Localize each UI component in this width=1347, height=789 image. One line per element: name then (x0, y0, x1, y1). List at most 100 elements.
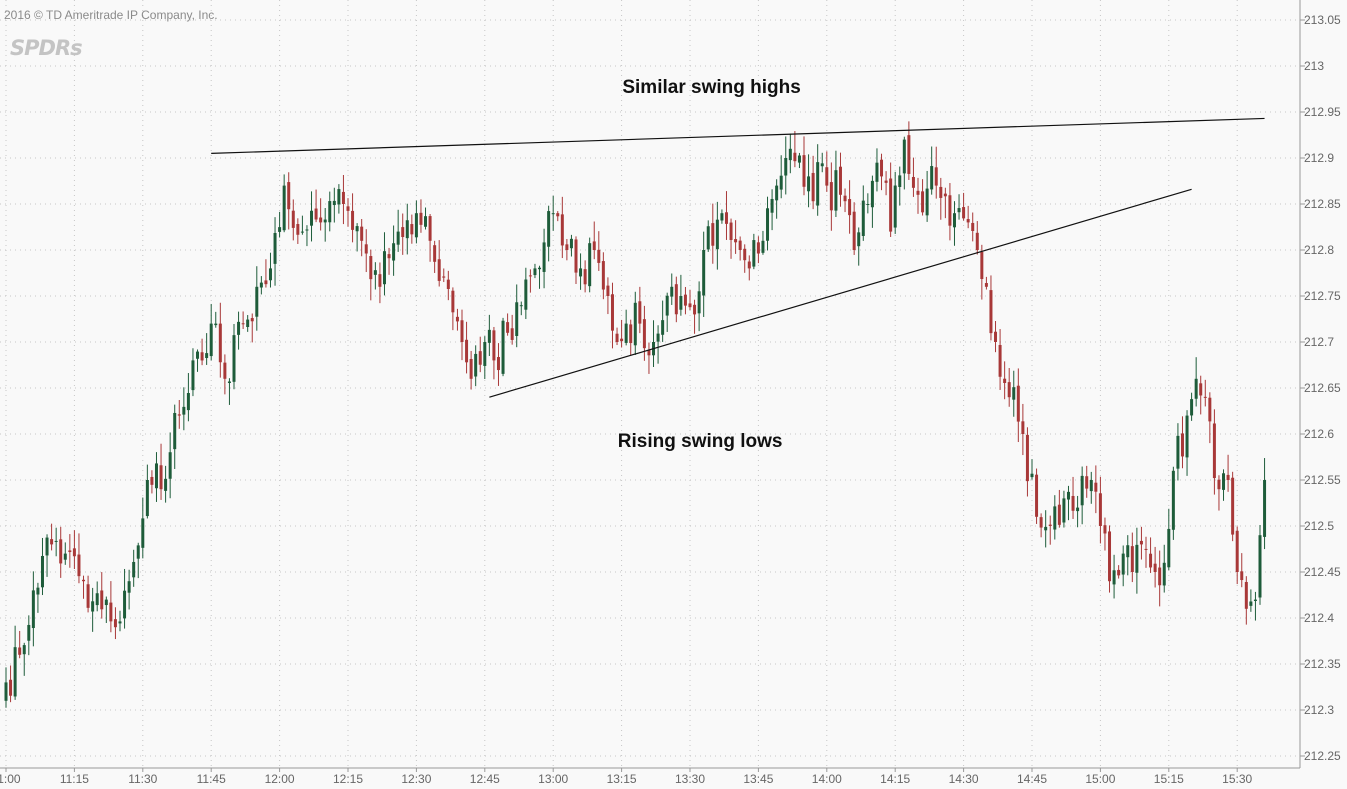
candle-body (382, 251, 386, 285)
candle-body (907, 135, 911, 174)
candle-body (583, 269, 587, 285)
grid-lines (0, 0, 1305, 772)
x-tick-label: 11:00 (0, 772, 21, 786)
candle-body (255, 286, 259, 317)
candle-body (948, 195, 952, 226)
candle-body (1199, 383, 1203, 396)
x-tick-label: 15:30 (1222, 772, 1252, 786)
candle-body (1085, 476, 1089, 489)
candle-body (870, 180, 874, 208)
candle-body (177, 414, 181, 416)
candle-body (902, 139, 906, 174)
candle-body (4, 682, 8, 701)
candle-body (538, 267, 542, 270)
candle-body (173, 412, 177, 450)
candle-body (1062, 498, 1066, 523)
candle-body (373, 270, 377, 275)
candle-body (560, 214, 564, 246)
candle-body (145, 480, 149, 517)
candle-body (1208, 397, 1212, 422)
candle-body (209, 323, 213, 357)
x-tick-label: 11:15 (60, 772, 89, 786)
candle-body (1263, 480, 1267, 537)
candle-body (807, 176, 811, 192)
candle-body (1030, 473, 1034, 478)
candle-body (200, 352, 204, 361)
y-tick-label: 212.9 (1304, 151, 1334, 165)
x-tick-label: 12:00 (265, 772, 295, 786)
candle-body (533, 268, 537, 276)
y-tick-label: 212.5 (1304, 519, 1334, 533)
candle-body (469, 358, 473, 379)
candle-body (1185, 415, 1189, 458)
candle-body (1253, 599, 1257, 602)
candle-body (793, 152, 797, 162)
candle-body (966, 219, 970, 223)
candle-body (346, 206, 350, 211)
candle-body (369, 256, 373, 280)
candle-body (1048, 524, 1052, 526)
y-tick-label: 212.3 (1304, 703, 1334, 717)
candle-body (770, 198, 774, 213)
x-tick-label: 12:45 (470, 772, 500, 786)
candle-body (962, 207, 966, 219)
copyright-text: 2016 © TD Ameritrade IP Company, Inc. (4, 8, 218, 22)
candle-body (610, 294, 614, 331)
candle-body (1016, 385, 1020, 422)
candle-body (13, 647, 17, 697)
candle-body (18, 647, 22, 655)
candle-body (437, 259, 441, 281)
candle-body (45, 537, 49, 556)
candle-body (250, 318, 254, 322)
y-tick-label: 212.95 (1304, 105, 1341, 119)
candle-body (414, 213, 418, 238)
candle-body (1258, 535, 1262, 598)
candle-body (734, 239, 738, 243)
candle-body (54, 540, 58, 542)
candle-body (328, 201, 332, 223)
x-tick-label: 11:45 (197, 772, 226, 786)
candle-body (59, 539, 63, 564)
candle-body (1094, 482, 1098, 492)
x-axis-labels: 11:00 11:15 11:30 11:45 12:00 12:15 12:30 12:45… (0, 772, 1253, 786)
candle-body (1025, 434, 1029, 482)
spdrs-logo: SPDRs (10, 36, 83, 60)
candle-body (296, 224, 300, 235)
candle-body (360, 226, 364, 241)
candle-body (433, 245, 437, 262)
candle-body (674, 284, 678, 315)
candle-body (118, 621, 122, 624)
candle-body (934, 167, 938, 186)
candle-body (788, 148, 792, 161)
candle-body (943, 193, 947, 197)
candle-body (91, 601, 95, 612)
candle-body (998, 344, 1002, 377)
candle-body (1035, 474, 1039, 517)
candle-body (487, 329, 491, 343)
candle-body (679, 296, 683, 310)
candle-body (150, 476, 154, 485)
candle-body (647, 349, 651, 356)
candle-body (104, 599, 108, 606)
candle-body (168, 452, 172, 479)
candle-body (1212, 423, 1216, 479)
candle-body (305, 229, 309, 231)
candle-body (975, 232, 979, 250)
candle-body (1071, 495, 1075, 511)
candle-body (1222, 473, 1226, 490)
candle-body (40, 555, 44, 588)
x-tick-label: 14:15 (880, 772, 910, 786)
candle-body (866, 204, 870, 205)
x-tick-label: 12:30 (401, 772, 431, 786)
candle-body (1171, 470, 1175, 530)
x-tick-label: 14:45 (1017, 772, 1047, 786)
candle-body (515, 302, 519, 336)
candle-body (136, 545, 140, 559)
candle-body (401, 227, 405, 238)
candle-body (1108, 531, 1112, 582)
x-tick-label: 15:00 (1085, 772, 1115, 786)
candle-body (528, 275, 532, 277)
candle-body (642, 319, 646, 349)
candle-body (95, 593, 99, 606)
